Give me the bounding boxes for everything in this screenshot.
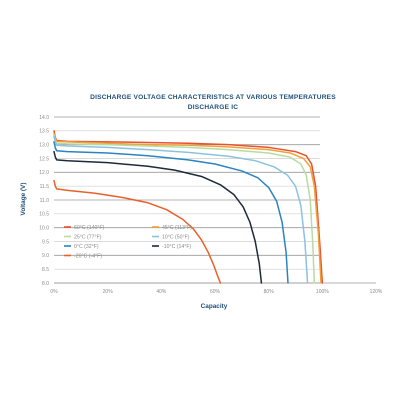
series-line-1 [53,132,322,284]
y-axis-label: Voltage (V) [20,183,27,216]
legend-label: 45°C (113°F) [162,225,192,231]
y-tick-label: 11.5 [40,184,50,190]
y-tick-label: 12.5 [39,156,49,162]
y-tick-label: 14.0 [39,115,49,121]
x-tick-label: 80% [264,289,275,295]
y-tick-label: 10.5 [39,212,49,218]
x-tick-label: 120% [370,289,383,295]
y-tick-label: 9.0 [42,253,49,259]
y-tick-label: 13.5 [39,129,49,135]
x-tick-label: 60% [210,289,221,295]
x-tick-label: 20% [103,289,114,295]
series-lines [53,130,324,284]
series-line-0 [53,130,324,284]
x-axis-label: Capacity [201,303,228,310]
series-line-2 [53,134,316,284]
legend-label: 0°C (32°F) [74,244,99,250]
chart-title: DISCHARGE VOLTAGE CHARACTERISTICS AT VAR… [90,94,336,101]
x-tick-label: 0% [50,289,58,295]
x-tick-label: 100% [316,289,329,295]
legend-label: -10°C (14°F) [162,244,192,250]
series-line-6 [53,179,222,284]
series-line-3 [53,135,309,284]
legend: 60°C (140°F) 45°C (113°F) 25°C (77°F) 10°C … [64,225,192,259]
y-tick-label: 8.0 [42,281,49,287]
y-tick-label: 8.5 [42,267,49,273]
x-tick-label: 40% [156,289,167,295]
y-tick-label: 13.0 [39,142,49,148]
series-line-4 [53,141,289,284]
legend-label: 10°C (50°F) [162,234,190,240]
legend-label: -20°C (-4°F) [74,253,102,259]
y-tick-label: 12.0 [39,170,49,176]
legend-label: 25°C (77°F) [74,234,102,240]
y-tick-label: 9.5 [42,239,49,245]
chart-subtitle: DISCHARGE IC [188,104,238,111]
legend-label: 60°C (140°F) [74,225,105,231]
y-tick-label: 11.0 [40,198,50,204]
series-line-5 [53,150,263,284]
y-tick-label: 10.0 [39,225,49,231]
